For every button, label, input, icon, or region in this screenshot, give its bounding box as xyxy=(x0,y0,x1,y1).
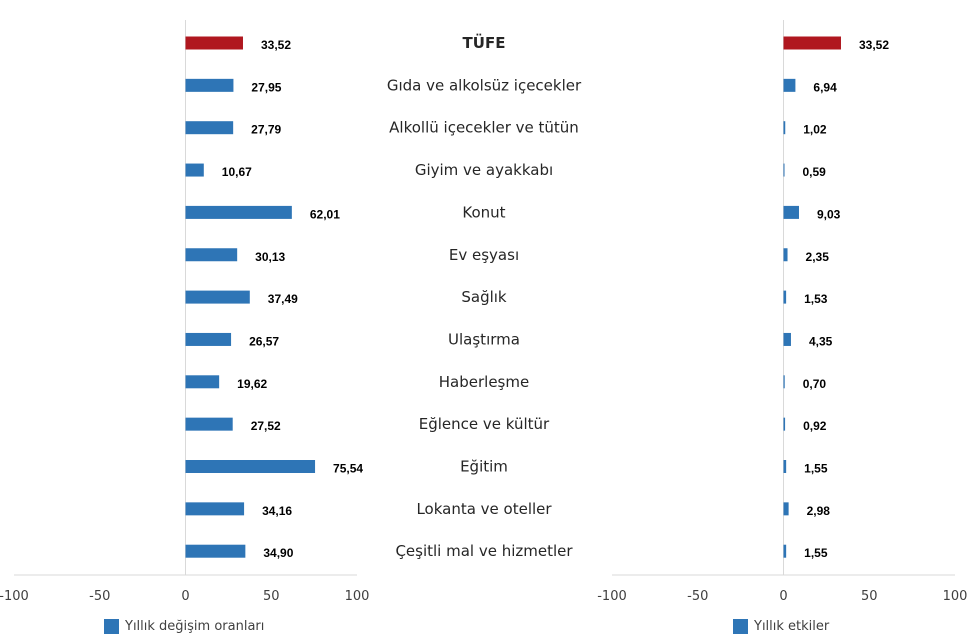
category-label: Lokanta ve oteller xyxy=(416,500,552,518)
left-bar xyxy=(185,36,243,50)
left-bar-value-label: 27,52 xyxy=(251,419,281,433)
right-bar xyxy=(783,375,785,389)
left-bar xyxy=(185,248,238,262)
left-bar xyxy=(185,502,245,516)
right-bar xyxy=(783,78,796,92)
right-tick-label: 50 xyxy=(861,589,878,604)
left-bar-value-label: 19,62 xyxy=(237,377,267,391)
right-bar-value-label: 2,98 xyxy=(807,504,831,518)
left-tick-label: 100 xyxy=(345,589,370,604)
left-bar-value-label: 62,01 xyxy=(310,207,340,221)
right-bar xyxy=(783,544,787,558)
right-bar xyxy=(783,417,786,431)
right-bar-value-label: 0,70 xyxy=(803,377,827,391)
right-bar-value-label: 4,35 xyxy=(809,334,833,348)
category-label: Eğlence ve kültür xyxy=(419,415,550,433)
right-bar-value-label: 1,55 xyxy=(804,546,828,560)
right-bar-value-label: 2,35 xyxy=(806,250,830,264)
left-tick-label: 50 xyxy=(263,589,280,604)
category-label: Ev eşyası xyxy=(449,246,519,264)
left-bar-value-label: 75,54 xyxy=(333,462,363,476)
right-panel: -100 -50 0 50 100 33,52 6,94 1,02 0,59 9,03 2,35 1,… xyxy=(597,20,967,604)
legend-left: Yıllık değişim oranları xyxy=(104,619,264,634)
right-bar-value-label: 6,94 xyxy=(813,80,837,94)
right-bar xyxy=(783,36,841,50)
left-bar xyxy=(185,544,246,558)
right-bar-value-label: 1,02 xyxy=(803,123,827,137)
left-bar-value-label: 37,49 xyxy=(268,292,298,306)
category-label: Gıda ve alkolsüz içecekler xyxy=(387,76,582,94)
right-tick-label: -50 xyxy=(687,589,708,604)
right-bar xyxy=(783,502,789,516)
left-tick-label: -100 xyxy=(0,589,29,604)
left-bar-value-label: 26,57 xyxy=(249,334,279,348)
legend-right-label: Yıllık etkiler xyxy=(754,619,830,634)
category-label: Çeşitli mal ve hizmetler xyxy=(395,542,573,560)
left-bar-value-label: 27,95 xyxy=(251,80,281,94)
left-panel: -100 -50 0 50 100 33,52 27,95 27,79 10,67 62,01 30… xyxy=(0,20,369,604)
legend-right-swatch xyxy=(733,619,748,634)
right-bar xyxy=(783,205,799,219)
legend-right: Yıllık etkiler xyxy=(733,619,829,634)
right-bar xyxy=(783,121,786,135)
right-tick-label: 100 xyxy=(943,589,968,604)
category-label: Eğitim xyxy=(460,458,508,476)
left-bar xyxy=(185,375,220,389)
category-label: Konut xyxy=(462,203,505,221)
left-bar xyxy=(185,205,292,219)
category-label: TÜFE xyxy=(463,33,506,52)
left-bar xyxy=(185,163,204,177)
right-bar-value-label: 1,55 xyxy=(804,462,828,476)
left-tick-label: 0 xyxy=(181,589,189,604)
category-labels: TÜFE Gıda ve alkolsüz içecekler Alkollü iç… xyxy=(387,33,582,560)
left-bar-value-label: 33,52 xyxy=(261,38,291,52)
right-bar xyxy=(783,332,791,346)
right-bar xyxy=(783,290,787,304)
category-label: Giyim ve ayakkabı xyxy=(415,161,553,179)
left-bar xyxy=(185,290,250,304)
left-bar-value-label: 34,16 xyxy=(262,504,292,518)
left-bar xyxy=(185,460,316,473)
left-bar-value-label: 34,90 xyxy=(263,546,293,560)
left-bar-value-label: 30,13 xyxy=(255,250,285,264)
category-label: Alkollü içecekler ve tütün xyxy=(389,119,579,137)
left-bar xyxy=(185,78,234,92)
left-tick-label: -50 xyxy=(89,589,110,604)
category-label: Haberleşme xyxy=(439,373,529,391)
right-bar-value-label: 0,92 xyxy=(803,419,827,433)
left-bar-value-label: 27,79 xyxy=(251,123,281,137)
right-bar-value-label: 0,59 xyxy=(803,165,827,179)
left-bar xyxy=(185,121,234,135)
right-bar-value-label: 1,53 xyxy=(804,292,828,306)
right-bar xyxy=(783,460,787,473)
right-bar-value-label: 9,03 xyxy=(817,207,841,221)
left-bar-value-label: 10,67 xyxy=(222,165,252,179)
right-tick-label: -100 xyxy=(597,589,627,604)
category-label: Ulaştırma xyxy=(448,330,520,348)
right-bar-value-label: 33,52 xyxy=(859,38,889,52)
left-bar xyxy=(185,417,233,431)
category-label: Sağlık xyxy=(461,288,507,306)
left-bar xyxy=(185,332,232,346)
legend-left-label: Yıllık değişim oranları xyxy=(125,619,265,634)
right-tick-label: 0 xyxy=(779,589,787,604)
right-bar xyxy=(783,248,788,262)
legend-left-swatch xyxy=(104,619,119,634)
right-bar xyxy=(783,163,785,177)
